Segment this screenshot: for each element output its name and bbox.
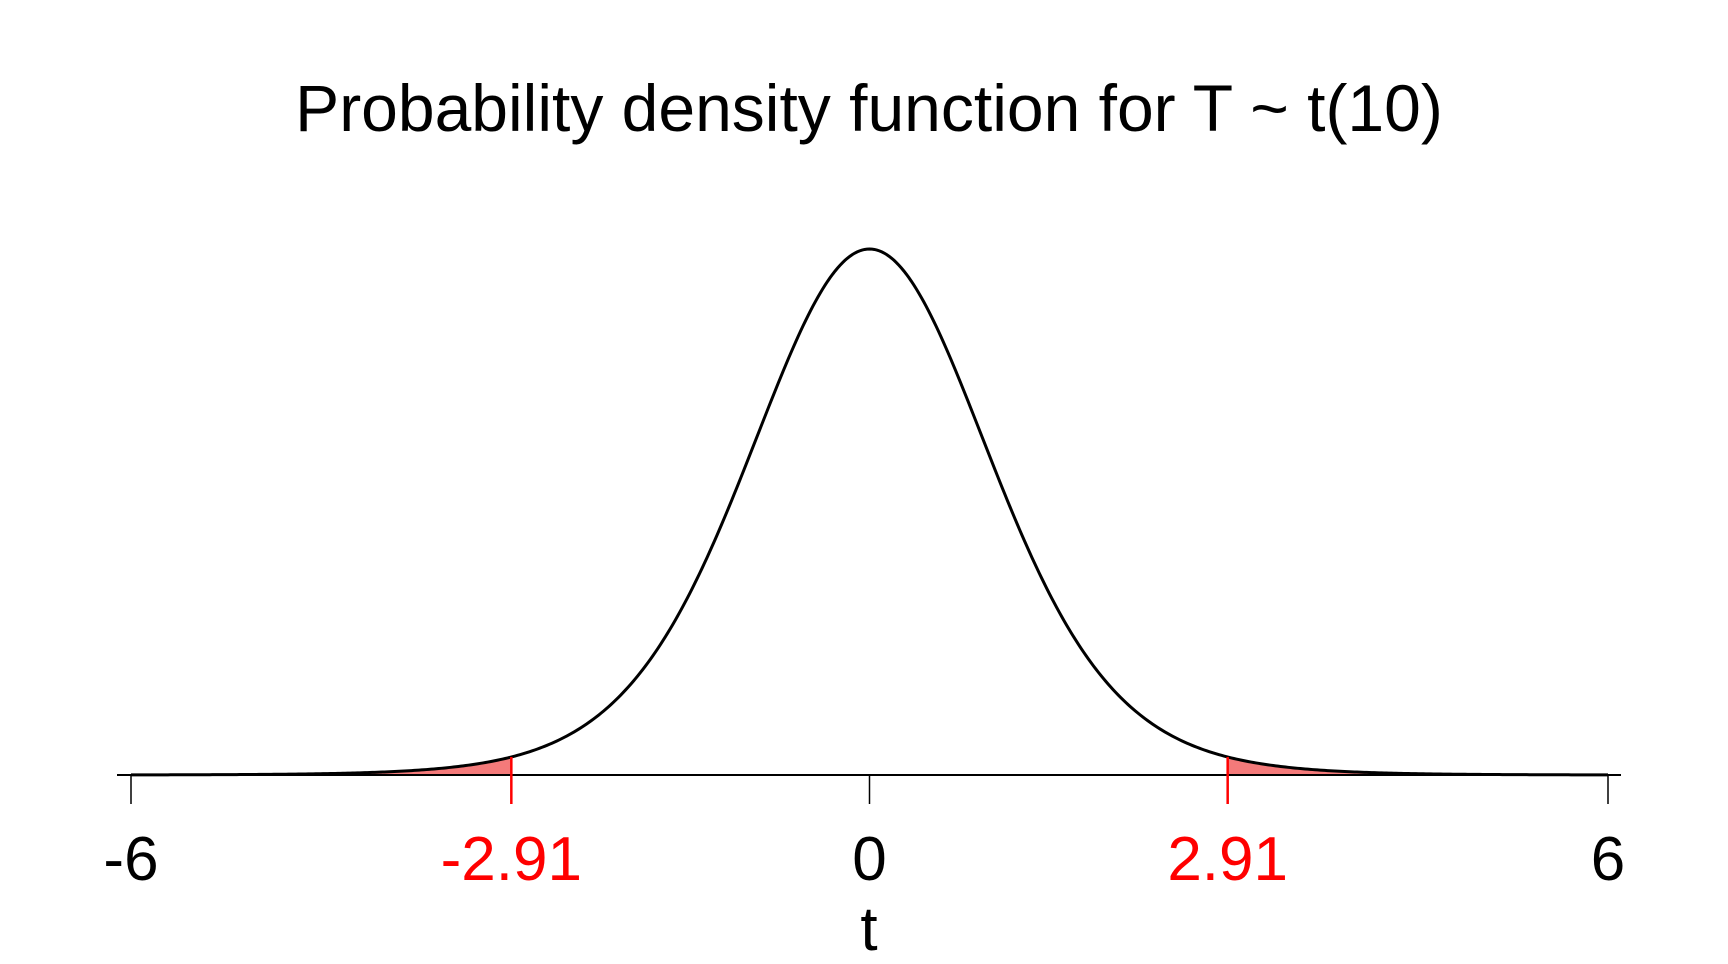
- x-axis-ticks: -6 -2.91 0 2.91 6: [103, 756, 1625, 894]
- critical-value-label: -2.91: [441, 825, 582, 894]
- chart-title: Probability density function for T ~ t(1…: [295, 71, 1443, 145]
- x-axis-label: t: [860, 895, 877, 964]
- x-tick-label: -6: [103, 825, 158, 894]
- critical-value-label: 2.91: [1167, 825, 1288, 894]
- x-tick-label: 0: [852, 825, 886, 894]
- x-tick-label: 6: [1591, 825, 1625, 894]
- density-curve: [131, 247, 1608, 777]
